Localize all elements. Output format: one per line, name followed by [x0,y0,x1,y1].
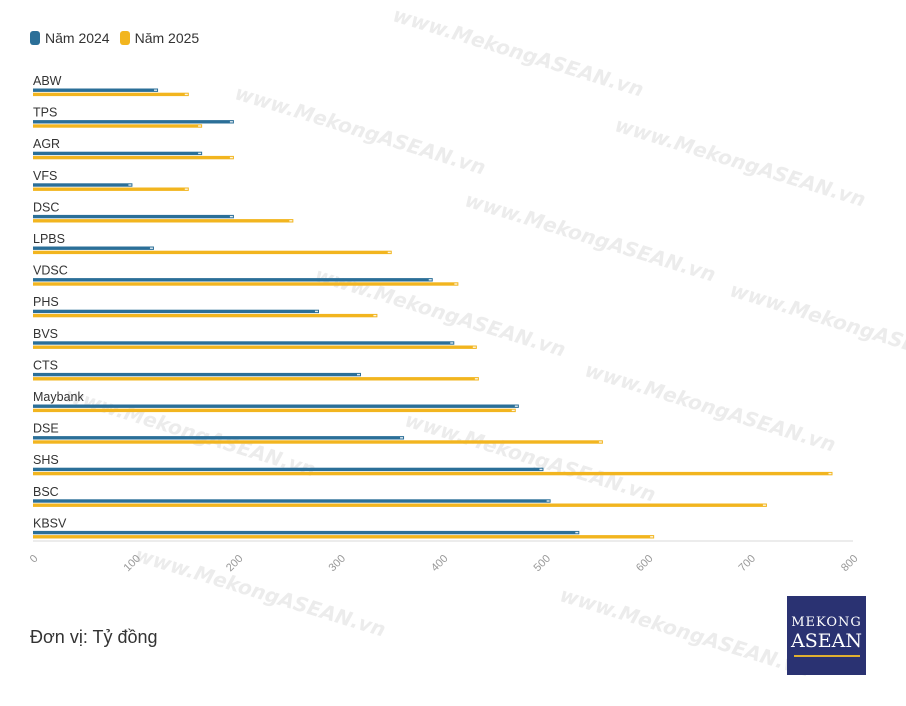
category-label: CTS [33,358,58,372]
bar [33,88,159,92]
bar-end-marker [546,500,550,502]
category-label: SHS [33,453,59,467]
bar [33,530,580,535]
bar [33,345,477,349]
bar [33,250,392,255]
bar [33,467,544,472]
bar [33,282,459,286]
bar [33,313,378,318]
x-tick-label: 700 [737,553,758,574]
bar [33,440,603,444]
legend-label-2025: Năm 2025 [134,30,200,46]
bar-end-marker [373,314,377,317]
x-tick-label: 800 [839,553,860,574]
category-label: PHS [33,295,59,309]
bar [33,377,479,381]
category-label: TPS [33,106,57,120]
category-label: KBSV [33,516,67,530]
bar-end-marker [828,472,832,475]
bar [33,183,133,187]
bar-end-marker [762,504,766,506]
category-label: Maybank [33,390,84,404]
bar-end-marker [387,251,391,254]
bar-chart: ABW TPS AGR VFS DSC LPBS VDSC PHS BVS CTS Maybank D… [28,74,861,574]
x-tick-label: 600 [634,553,655,574]
bar-end-marker [154,89,158,91]
bar-end-marker [575,531,579,534]
x-tick-label: 0 [28,553,41,566]
bar-end-marker [428,279,432,281]
bar-end-marker [229,121,233,123]
bar [33,471,833,476]
bar-end-marker [400,437,404,439]
bar [33,404,519,408]
legend-swatch-2024 [30,31,40,45]
bar [33,124,203,128]
x-tick-label: 100 [122,553,143,574]
category-label: ABW [33,74,62,88]
bar [33,92,189,97]
x-tick-label: 400 [429,553,450,574]
bar [33,341,455,345]
legend-item-2024: Năm 2024 [30,30,110,46]
category-label: BSC [33,485,59,499]
bar-end-marker [314,310,318,313]
bar [33,155,234,160]
bar-end-marker [229,215,233,218]
bar-end-marker [198,152,202,155]
bar [33,219,294,223]
logo-underline [793,654,860,657]
bar [33,408,516,413]
bar-end-marker [184,188,188,190]
category-label: BVS [33,327,58,341]
x-tick-label: 200 [224,553,245,574]
bar [33,436,405,440]
category-label: LPBS [33,232,65,246]
logo-line-2: ASEAN [791,629,862,652]
category-label: VDSC [33,264,68,278]
bar [33,187,189,191]
bar-end-marker [454,283,458,285]
bar [33,278,433,282]
unit-note: Đơn vị: Tỷ đồng [30,627,158,647]
bar [33,503,767,507]
bar-end-marker [149,247,153,249]
x-tick-label: 500 [532,553,553,574]
category-label: AGR [33,137,60,151]
bar-end-marker [450,342,454,344]
bar-end-marker [511,409,515,412]
bar [33,535,655,539]
bar-end-marker [198,125,202,127]
bar-end-marker [229,156,233,159]
category-label: DSC [33,200,59,214]
bar [33,309,319,314]
category-label: VFS [33,169,57,183]
bar [33,120,234,124]
category-label: DSE [33,422,59,436]
bar-end-marker [472,346,476,348]
bar [33,372,361,377]
legend-label-2024: Năm 2024 [45,30,110,46]
bar [33,246,154,250]
legend-item-2025: Năm 2025 [119,30,200,46]
bar-end-marker [289,220,293,222]
bar-end-marker [128,184,132,186]
bar-end-marker [474,378,478,380]
bar-end-marker [539,468,543,471]
bar-end-marker [357,373,360,376]
bar-end-marker [598,441,602,443]
bar [33,151,203,156]
bar-end-marker [184,93,188,96]
bar-end-marker [650,536,654,538]
bar [33,499,551,503]
chart-legend: Năm 2024 Năm 2025 [30,30,199,46]
bar [33,214,234,219]
bar-end-marker [514,405,518,407]
mekongasean-logo: MEKONG ASEAN [787,596,866,675]
logo-line-1: MEKONG [791,614,862,630]
x-tick-label: 300 [327,553,348,574]
legend-swatch-2025 [119,31,130,45]
